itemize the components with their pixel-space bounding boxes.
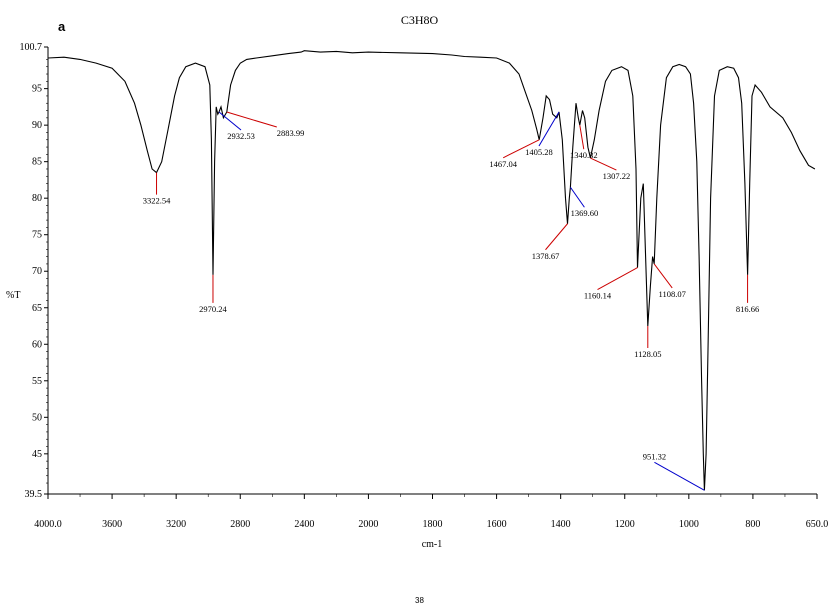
plot-area — [47, 50, 816, 491]
y-tick-label: 55 — [32, 376, 42, 387]
peak-label: 1467.04 — [489, 159, 517, 169]
peak-label: 1340.32 — [570, 150, 598, 160]
peak-leader-line — [502, 139, 540, 159]
peak-label: 3322.54 — [143, 196, 171, 206]
peak-label: 1378.67 — [532, 251, 560, 261]
y-tick-label: 50 — [32, 412, 42, 423]
y-tick-label: 85 — [32, 157, 42, 168]
x-tick-label: 3200 — [166, 519, 186, 530]
spectrum-line — [47, 50, 816, 491]
x-tick-label: 3600 — [102, 519, 122, 530]
x-tick-label: 650.0 — [806, 519, 829, 530]
peak-label: 2932.53 — [227, 131, 255, 141]
peak-leader-line — [226, 111, 277, 128]
y-tick-label: 39.5 — [25, 489, 43, 500]
x-tick-label: 2400 — [294, 519, 314, 530]
panel-letter: a — [58, 19, 66, 34]
y-tick-label: 60 — [32, 339, 42, 350]
peak-leader-line — [538, 111, 560, 147]
peak-label: 1405.28 — [525, 147, 553, 157]
x-tick-label: 2800 — [230, 519, 250, 530]
y-tick-label: 100.7 — [20, 42, 43, 53]
peak-annotations: 3322.54 2970.24 2932.53 2883.99 1467.04 1405.… — [143, 111, 759, 491]
peak-label: 1307.22 — [603, 171, 631, 181]
x-tick-label: 2000 — [358, 519, 378, 530]
peak-label: 816.66 — [736, 304, 759, 314]
peak-leader-line — [545, 223, 568, 251]
peak-label: 1160.14 — [584, 291, 612, 301]
peak-label: 1128.05 — [634, 349, 661, 359]
peak-label: 2883.99 — [277, 128, 305, 138]
y-tick-label: 95 — [32, 84, 42, 95]
x-tick-label: 1200 — [615, 519, 635, 530]
peak-leader-line — [579, 125, 585, 150]
x-tick-label: 4000.0 — [34, 519, 62, 530]
y-axis-label: %T — [6, 290, 20, 301]
peak-label: 1369.60 — [571, 208, 599, 218]
x-tick-label: 1600 — [487, 519, 507, 530]
peak-leader-line — [218, 111, 242, 131]
x-tick-label: 1400 — [551, 519, 571, 530]
peak-leader-line — [653, 263, 673, 289]
y-tick-label: 75 — [32, 230, 42, 241]
chart-title: C3H8O — [400, 13, 439, 27]
y-tick-label: 65 — [32, 303, 42, 314]
peak-leader-line — [597, 267, 638, 291]
x-axis-label: cm-1 — [422, 539, 443, 550]
peak-leader-line — [654, 461, 705, 491]
page-number: 38 — [415, 596, 424, 605]
y-tick-label: 70 — [32, 266, 42, 277]
peak-label: 2970.24 — [199, 304, 227, 314]
x-tick-label: 800 — [745, 519, 760, 530]
y-tick-label: 90 — [32, 120, 42, 131]
peak-leader-line — [569, 186, 585, 208]
chart-axes: 39.5 45 50 55 60 65 70 75 80 85 90 95 100.7 4000.0 360… — [20, 42, 829, 530]
x-tick-label: 1000 — [679, 519, 699, 530]
peak-label: 1108.07 — [659, 289, 686, 299]
y-tick-label: 45 — [32, 449, 42, 460]
peak-leader-line — [590, 157, 617, 171]
peak-label: 951.32 — [643, 451, 666, 461]
y-tick-label: 80 — [32, 193, 42, 204]
x-tick-label: 1800 — [423, 519, 443, 530]
